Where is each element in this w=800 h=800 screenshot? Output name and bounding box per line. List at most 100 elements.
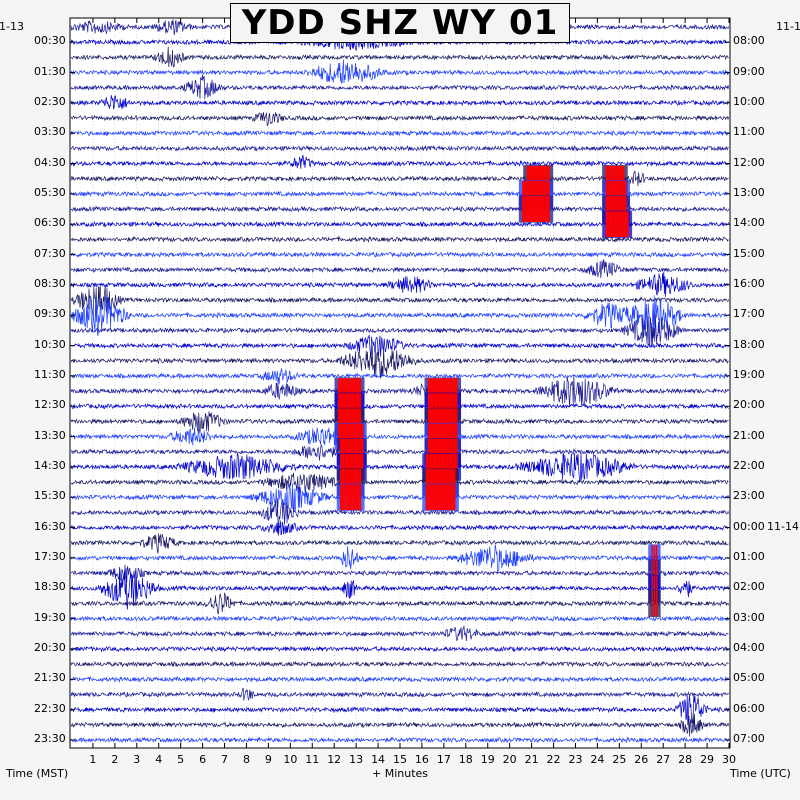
left-time-label: 01:30 (34, 64, 66, 78)
x-tick-label: 9 (264, 753, 272, 766)
trace-line (70, 498, 729, 529)
left-time-label: 14:30 (34, 458, 66, 472)
x-tick-label: 17 (436, 753, 451, 766)
left-time-label: 21:30 (34, 671, 66, 685)
x-tick-label: 23 (568, 753, 583, 766)
trace-line (70, 345, 729, 379)
trace-line (71, 564, 729, 583)
trace-line (70, 694, 729, 726)
right-time-label: 23:00 (733, 489, 765, 503)
right-time-label: 17:00 (733, 307, 765, 321)
trace-line (70, 452, 729, 483)
left-time-label: 23:30 (34, 731, 66, 745)
right-time-label: 00:00 (733, 519, 765, 533)
left-time-label: 17:30 (34, 549, 66, 563)
trace-line (70, 625, 729, 642)
right-date-label: 11-1 (776, 20, 800, 33)
right-time-label: 08:00 (733, 34, 765, 48)
trace-line (70, 675, 729, 683)
left-time-label: 19:30 (34, 610, 66, 624)
trace-line (70, 402, 729, 410)
trace-line (70, 712, 729, 737)
x-tick-label: 19 (480, 753, 495, 766)
right-time-label: 13:00 (733, 185, 765, 199)
right-time-label: 15:00 (733, 246, 765, 260)
x-tick-label: 2 (111, 753, 119, 766)
right-time-label: 19:00 (733, 367, 765, 381)
x-tick-label: 12 (327, 753, 342, 766)
right-time-label: 05:00 (733, 671, 765, 685)
left-time-label: 00:30 (34, 34, 66, 48)
trace-line (70, 544, 729, 572)
left-time-label: 22:30 (34, 701, 66, 715)
trace-line (71, 444, 729, 461)
trace-line (70, 155, 729, 169)
x-tick-label: 20 (502, 753, 517, 766)
trace-line (70, 483, 729, 511)
right-time-label: 02:00 (733, 580, 765, 594)
left-time-label: 07:30 (34, 246, 66, 260)
trace-line (70, 645, 729, 653)
left-time-label: 08:30 (34, 276, 66, 290)
trace-line (70, 736, 729, 744)
x-tick-label: 16 (414, 753, 429, 766)
right-time-label: 21:00 (733, 428, 765, 442)
y-axis-ticks (70, 41, 730, 741)
left-time-label: 18:30 (34, 580, 66, 594)
x-tick-label: 30 (722, 753, 736, 766)
trace-line (70, 59, 729, 84)
left-time-label: 03:30 (34, 125, 66, 139)
x-tick-label: 3 (133, 753, 141, 766)
trace-line (70, 533, 729, 554)
right-time-label: 07:00 (733, 731, 765, 745)
trace-line (70, 334, 729, 358)
trace-line (70, 368, 729, 385)
left-date-label: 11-13 (0, 20, 24, 33)
trace-line (70, 592, 729, 615)
x-tick-label: 28 (678, 753, 693, 766)
trace-line (70, 144, 729, 152)
trace-line (70, 520, 729, 536)
x-tick-label: 13 (349, 753, 364, 766)
x-axis-label: + Minutes (372, 767, 429, 780)
right-date-change-label: 11-14 (767, 519, 799, 533)
trace-line (70, 111, 729, 127)
right-time-label: 04:00 (733, 640, 765, 654)
left-time-label: 06:30 (34, 216, 66, 230)
right-time-label: 03:00 (733, 610, 765, 624)
right-time-label: 12:00 (733, 155, 765, 169)
trace-line (70, 314, 729, 347)
x-tick-label: 6 (199, 753, 207, 766)
trace-line (70, 660, 729, 668)
x-tick-label: 18 (458, 753, 473, 766)
trace-line (70, 46, 729, 68)
left-time-label: 09:30 (34, 307, 66, 321)
x-tick-label: 1 (89, 753, 97, 766)
seismic-traces (70, 19, 729, 744)
x-tick-label: 4 (155, 753, 163, 766)
trace-line (70, 285, 729, 317)
trace-line (70, 427, 729, 446)
x-tick-label: 5 (177, 753, 185, 766)
right-time-label: 01:00 (733, 549, 765, 563)
trace-line (70, 411, 729, 433)
trace-line (70, 251, 729, 258)
trace-line (70, 271, 729, 297)
right-time-label: 14:00 (733, 216, 765, 230)
trace-line (70, 472, 729, 494)
clipped-segments (334, 165, 661, 618)
trace-line (70, 375, 729, 408)
trace-line (70, 687, 729, 701)
trace-line (70, 235, 729, 243)
left-time-label: 11:30 (34, 367, 66, 381)
left-time-label: 16:30 (34, 519, 66, 533)
x-tick-label: 25 (612, 753, 627, 766)
right-time-label: 06:00 (733, 701, 765, 715)
trace-line (70, 95, 729, 110)
right-time-label: 18:00 (733, 337, 765, 351)
x-tick-label: 10 (283, 753, 298, 766)
right-time-label: 22:00 (733, 458, 765, 472)
x-tick-label: 14 (371, 753, 386, 766)
trace-line (70, 74, 729, 100)
